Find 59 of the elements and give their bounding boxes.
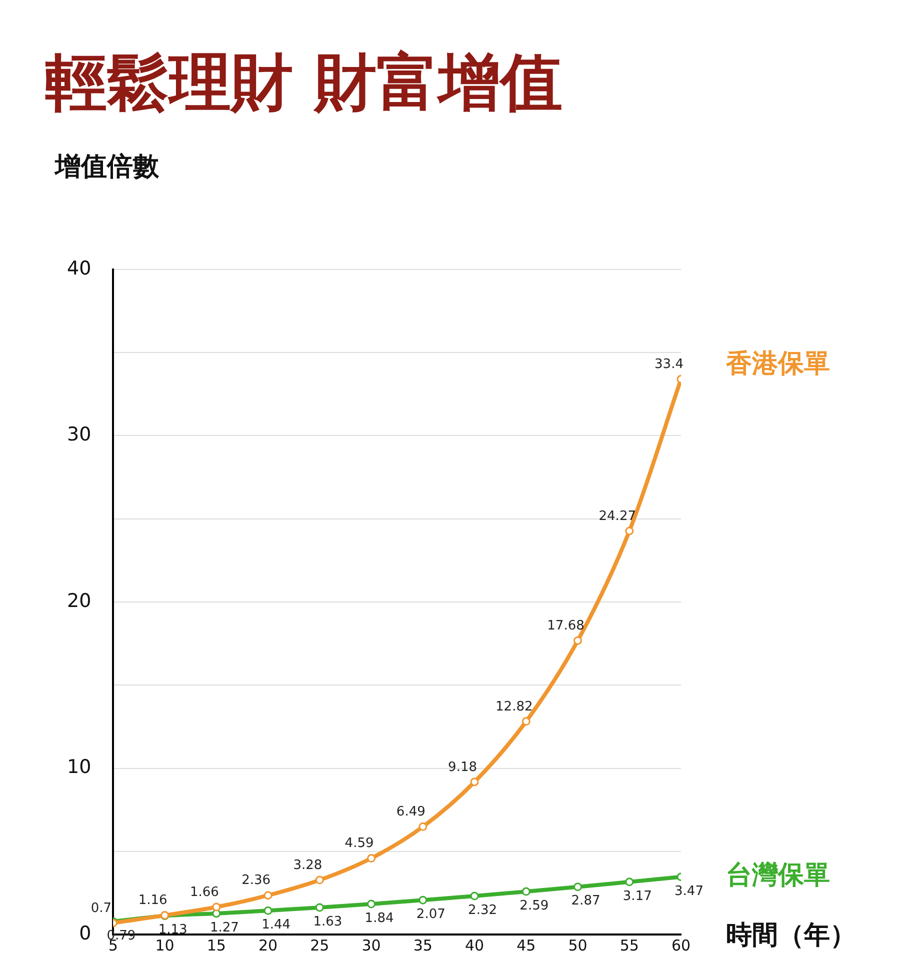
x-axis-title: 時間（年） bbox=[726, 920, 856, 950]
point bbox=[367, 900, 376, 908]
x-tick-label: 60 bbox=[671, 936, 691, 954]
data-label: 1.27 bbox=[210, 920, 239, 936]
data-label: 12.82 bbox=[496, 699, 533, 714]
point bbox=[522, 887, 530, 896]
y-tick-label: 20 bbox=[66, 590, 92, 612]
data-label: 3.17 bbox=[622, 888, 652, 904]
x-tick-label: 35 bbox=[413, 936, 432, 954]
point bbox=[212, 902, 221, 912]
point bbox=[522, 717, 530, 726]
data-label: 0.7 bbox=[90, 900, 112, 916]
y-tick-label: 10 bbox=[66, 756, 92, 778]
y-tick-label: 30 bbox=[66, 424, 92, 446]
x-tick-label: 55 bbox=[620, 936, 639, 954]
data-label: 9.18 bbox=[448, 760, 477, 775]
x-tick-label: 15 bbox=[206, 936, 226, 954]
point bbox=[418, 822, 428, 831]
data-label: 33.4 bbox=[654, 357, 684, 372]
x-tick-label: 10 bbox=[155, 936, 174, 954]
point bbox=[315, 903, 324, 912]
data-label: 2.32 bbox=[468, 902, 497, 918]
series-label: 香港保單 bbox=[725, 348, 830, 379]
point bbox=[470, 892, 479, 900]
data-label: 2.59 bbox=[520, 898, 549, 914]
data-label: 2.07 bbox=[416, 907, 446, 922]
y-tick-label: 40 bbox=[66, 257, 92, 280]
point bbox=[470, 778, 479, 786]
data-label: 1.63 bbox=[313, 914, 342, 930]
data-label: 17.68 bbox=[547, 618, 584, 634]
data-label: 1.16 bbox=[138, 893, 168, 908]
series-label: 台灣保單 bbox=[726, 860, 830, 891]
x-tick-label: 50 bbox=[568, 936, 588, 954]
data-label: 4.59 bbox=[344, 836, 374, 852]
x-tick-label: 25 bbox=[310, 936, 330, 954]
point bbox=[574, 882, 582, 892]
data-label: 3.47 bbox=[674, 884, 704, 899]
point bbox=[315, 876, 324, 884]
x-tick-label: 20 bbox=[258, 936, 278, 954]
x-tick-label: 30 bbox=[362, 936, 381, 954]
data-label: 2.36 bbox=[242, 873, 271, 888]
point bbox=[264, 891, 272, 900]
y-tick-label: 0 bbox=[79, 922, 92, 945]
point bbox=[418, 896, 428, 904]
chart-title: 輕鬆理財 財富增值 bbox=[45, 45, 563, 118]
point bbox=[625, 878, 634, 886]
point bbox=[625, 526, 634, 536]
point bbox=[574, 636, 582, 645]
point bbox=[367, 854, 376, 863]
data-label: 3.28 bbox=[293, 858, 322, 873]
data-label: 1.44 bbox=[262, 918, 291, 933]
data-label: 6.49 bbox=[396, 804, 426, 820]
x-tick-label: 40 bbox=[464, 936, 484, 954]
y-axis-title: 增值倍數 bbox=[54, 152, 160, 182]
data-label: 2.87 bbox=[571, 894, 600, 909]
data-label: 1.66 bbox=[190, 884, 219, 900]
x-tick-label: 45 bbox=[516, 936, 536, 954]
point bbox=[264, 906, 272, 915]
data-label: 1.84 bbox=[364, 910, 394, 926]
